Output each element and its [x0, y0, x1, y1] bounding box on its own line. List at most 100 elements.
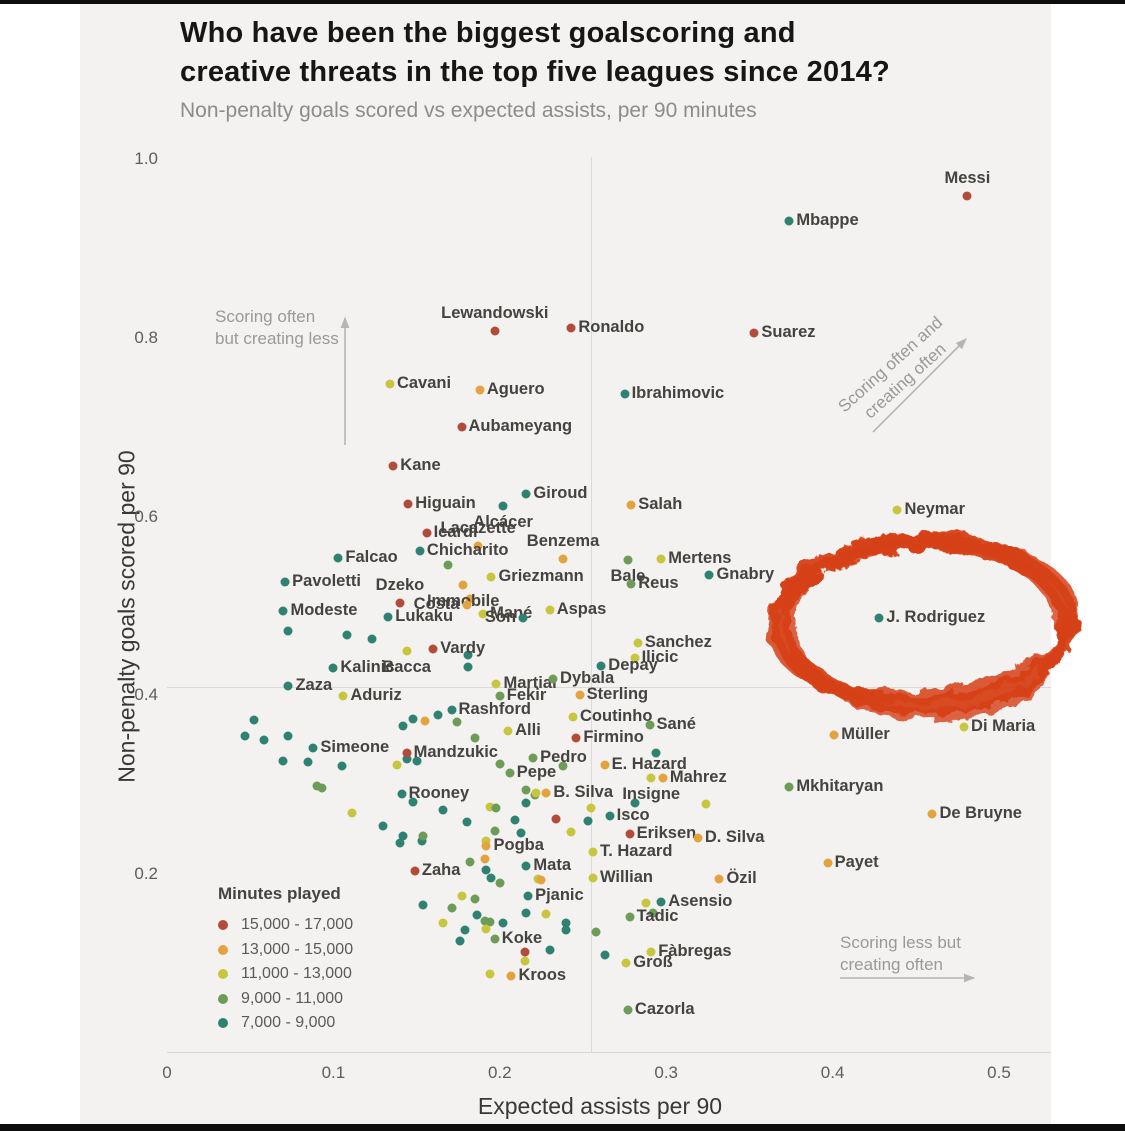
data-point-lukaku	[383, 612, 393, 622]
data-point	[516, 828, 526, 838]
point-label: Lewandowski	[441, 304, 549, 323]
data-point-ronaldo	[566, 323, 576, 333]
data-point-suarez	[749, 328, 759, 338]
data-point-payet	[823, 858, 833, 868]
point-label: Mkhitaryan	[796, 777, 884, 796]
data-point	[491, 803, 501, 813]
data-point	[648, 908, 658, 918]
x-tick-label: 0.2	[487, 1063, 512, 1082]
data-point-gro-	[621, 958, 631, 968]
data-point	[558, 761, 568, 771]
data-point	[485, 802, 495, 812]
data-point-koke	[490, 934, 500, 944]
x-tick-label: 0.4	[820, 1063, 845, 1082]
data-point-zaza	[283, 681, 293, 691]
legend-label: 7,000 - 9,000	[241, 1014, 336, 1032]
data-point	[480, 854, 490, 864]
data-point-lewandowski	[490, 326, 500, 336]
data-point	[438, 918, 448, 928]
data-point-rashford	[447, 705, 457, 715]
data-point	[531, 788, 541, 798]
legend-title: Minutes played	[218, 884, 341, 903]
data-point	[521, 785, 531, 795]
data-point	[583, 816, 593, 826]
legend-swatch-icon	[218, 969, 228, 980]
data-point	[566, 827, 576, 837]
data-point-b-silva	[541, 788, 551, 798]
data-point-kane	[388, 461, 398, 471]
point-label: Pedro	[540, 747, 587, 766]
x-axis-line	[167, 1052, 1051, 1053]
point-label: Ronaldo	[578, 317, 645, 336]
point-label: Eriksen	[636, 823, 697, 842]
data-point	[591, 927, 601, 937]
data-point	[420, 716, 430, 726]
point-label: J. Rodriguez	[886, 607, 986, 626]
data-point	[470, 894, 480, 904]
data-point	[480, 916, 490, 926]
data-point	[342, 630, 352, 639]
data-point-giroud	[521, 489, 531, 499]
data-point-falcao	[333, 553, 343, 563]
point-label: Isco	[616, 805, 650, 824]
data-point-zaha	[410, 866, 420, 876]
point-label: Özil	[726, 868, 757, 887]
data-point-aduriz	[338, 691, 348, 701]
data-point--zil	[714, 874, 724, 884]
legend-label: 15,000 - 17,000	[241, 916, 354, 934]
data-point	[447, 903, 457, 913]
point-label: Cazorla	[634, 999, 695, 1018]
data-point	[438, 805, 448, 815]
point-label: Müller	[841, 724, 890, 743]
data-point-salah	[626, 500, 636, 510]
legend-item: 11,000 - 13,000	[218, 962, 353, 987]
data-point-gnabry	[704, 570, 714, 580]
data-point	[600, 950, 610, 960]
y-tick-label: 1.0	[134, 149, 158, 168]
chart-title-line-2: creative threats in the top five leagues…	[180, 56, 890, 88]
data-point-mata	[521, 861, 531, 871]
quadrant-line-vertical	[591, 157, 593, 1052]
point-label: Cavani	[396, 374, 452, 393]
point-label: Simeone	[320, 738, 390, 757]
data-point	[462, 817, 472, 827]
data-point	[485, 917, 495, 927]
data-point	[337, 761, 347, 771]
data-point	[586, 803, 596, 813]
data-point-alli	[503, 726, 513, 736]
data-point-dybala	[548, 674, 558, 684]
point-label: Neymar	[904, 500, 966, 519]
data-point	[283, 626, 293, 636]
point-label: Mandzukic	[413, 742, 498, 761]
point-label: Insigne	[622, 785, 681, 804]
data-point	[398, 831, 408, 841]
point-label: Groß	[633, 952, 673, 971]
data-point	[398, 721, 408, 731]
data-point-ilicic	[630, 653, 640, 663]
data-point	[630, 798, 640, 808]
point-label: Salah	[638, 494, 683, 513]
x-axis-title: Expected assists per 90	[477, 1093, 723, 1119]
point-label: Fàbregas	[658, 941, 732, 960]
data-point-griezmann	[486, 572, 496, 582]
data-point	[402, 754, 412, 764]
point-label: Di Maria	[971, 717, 1036, 736]
legend-swatch-icon	[218, 920, 228, 931]
point-label: Modeste	[290, 601, 358, 620]
data-point	[545, 945, 555, 955]
legend-swatch-icon	[218, 944, 228, 955]
legend-label: 11,000 - 13,000	[241, 965, 352, 983]
point-label: Zaha	[421, 860, 461, 879]
y-tick-label: 0.2	[134, 864, 158, 884]
data-point	[283, 731, 293, 741]
annotation-scoring-less-creating-often: Scoring less but creating often	[840, 933, 961, 974]
legend-swatch-icon	[218, 1018, 228, 1029]
data-point	[481, 924, 491, 934]
point-label: Pjanic	[535, 886, 584, 905]
y-axis-title: Non-penalty goals scored per 90	[113, 450, 140, 783]
point-label: Mata	[533, 856, 572, 875]
data-point-insigne	[646, 773, 656, 783]
legend-item: 15,000 - 17,000	[218, 913, 353, 938]
data-point-mahrez	[658, 773, 668, 783]
data-point	[463, 662, 473, 672]
